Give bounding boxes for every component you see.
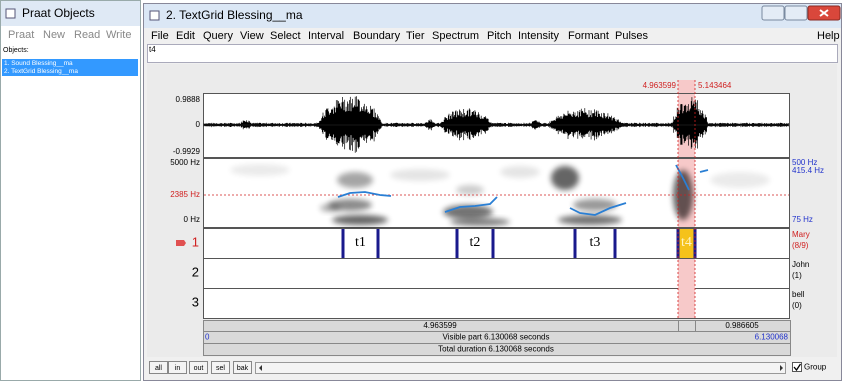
- window-icon: [6, 9, 15, 18]
- pitch-value: 415.4 Hz: [792, 166, 824, 175]
- tier-name: bell: [792, 290, 805, 299]
- time-bar[interactable]: [679, 321, 696, 332]
- tier-name: Mary: [792, 230, 810, 239]
- zoom-button-label[interactable]: out: [194, 365, 204, 372]
- tier-number: 3: [192, 294, 199, 309]
- menu-item[interactable]: Write: [106, 29, 131, 41]
- visible-end: 6.130068: [755, 333, 789, 342]
- menu-item[interactable]: New: [43, 29, 65, 41]
- spectrogram-energy: [500, 166, 540, 178]
- visible-label: Visible part 6.130068 seconds: [442, 333, 549, 342]
- spectrogram-energy: [320, 204, 340, 212]
- waveform-zero: 0: [196, 120, 201, 129]
- menu-item[interactable]: File: [151, 30, 169, 42]
- text-field[interactable]: [148, 45, 838, 63]
- tier-number: 2: [192, 264, 199, 279]
- visible-start: 0: [205, 333, 210, 342]
- page: Praat Objects Praat New Read Write Objects: 1.…: [0, 0, 842, 381]
- window-title: Praat Objects: [22, 6, 95, 20]
- selection-highlight: [678, 259, 695, 318]
- selection-end: 5.143464: [698, 81, 732, 90]
- interval-label[interactable]: t1: [355, 235, 366, 250]
- tier-count: (8/9): [792, 241, 809, 250]
- tier-name: John: [792, 260, 809, 269]
- tier[interactable]: [204, 259, 790, 289]
- interval-label[interactable]: t3: [590, 235, 601, 250]
- menu-item[interactable]: Formant: [568, 30, 609, 42]
- group-label[interactable]: Group: [804, 363, 827, 372]
- menu-item[interactable]: View: [240, 30, 264, 42]
- spectrogram-energy: [337, 172, 373, 188]
- menu-item[interactable]: Read: [74, 29, 100, 41]
- tier-pointer-icon: [176, 240, 186, 246]
- pitch-bottom: 75 Hz: [792, 215, 813, 224]
- object-item[interactable]: 1. Sound Blessing__ma: [4, 60, 73, 67]
- zoom-button-label[interactable]: bak: [237, 365, 249, 372]
- menu-item[interactable]: Boundary: [353, 30, 401, 42]
- spectrogram-energy: [558, 215, 622, 225]
- menu-item[interactable]: Pitch: [487, 30, 511, 42]
- spectrogram-energy: [230, 164, 290, 176]
- menu-item[interactable]: Tier: [406, 30, 425, 42]
- tier-number: 1: [192, 234, 199, 249]
- time-after: 0.986605: [725, 321, 759, 330]
- menu-item[interactable]: Edit: [176, 30, 195, 42]
- spectrogram-energy: [456, 185, 484, 195]
- window-title: 2. TextGrid Blessing__ma: [166, 8, 303, 22]
- spectrogram-energy: [450, 218, 510, 226]
- tier-count: (0): [792, 301, 802, 310]
- frequency-cursor: 2385 Hz: [170, 190, 200, 199]
- text-field-value: t4: [149, 45, 156, 54]
- spectrogram-panel: [204, 159, 790, 228]
- zoom-button-label[interactable]: in: [175, 365, 181, 372]
- tier[interactable]: [204, 229, 790, 259]
- menu-item[interactable]: Interval: [308, 30, 344, 42]
- waveform-min: -0.9929: [173, 147, 201, 156]
- spectrogram-energy: [551, 166, 579, 190]
- list-label: Objects:: [3, 47, 29, 54]
- interval-label[interactable]: t4: [681, 235, 692, 250]
- objects-window: [1, 1, 141, 381]
- waveform-max: 0.9888: [176, 95, 201, 104]
- menu-item[interactable]: Praat: [8, 29, 34, 41]
- menu-item[interactable]: Select: [270, 30, 301, 42]
- spectrogram-energy: [390, 169, 450, 181]
- spectrogram-energy: [710, 172, 770, 188]
- menu-item[interactable]: Query: [203, 30, 233, 42]
- time-before: 4.963599: [423, 321, 457, 330]
- menu-item[interactable]: Pulses: [615, 30, 649, 42]
- frequency-top: 5000 Hz: [170, 158, 200, 167]
- scrollbar[interactable]: [256, 363, 786, 374]
- spectrogram-energy: [573, 199, 617, 211]
- menu-item[interactable]: Help: [817, 30, 840, 42]
- menu-item[interactable]: Intensity: [518, 30, 559, 42]
- minimize-button[interactable]: [762, 6, 784, 20]
- window-icon: [150, 11, 159, 20]
- spectrogram-energy: [332, 215, 388, 225]
- zoom-button-label[interactable]: sel: [216, 365, 225, 372]
- maximize-button[interactable]: [785, 6, 807, 20]
- selection-start: 4.963599: [643, 81, 677, 90]
- tier-count: (1): [792, 271, 802, 280]
- interval-label[interactable]: t2: [470, 235, 481, 250]
- screen: Praat Objects Praat New Read Write Objects: 1.…: [0, 0, 842, 381]
- zoom-button-label[interactable]: all: [155, 365, 162, 372]
- total-duration: Total duration 6.130068 seconds: [438, 345, 554, 354]
- tier[interactable]: [204, 289, 790, 319]
- menu-item[interactable]: Spectrum: [432, 30, 479, 42]
- frequency-bottom: 0 Hz: [184, 215, 200, 224]
- object-item[interactable]: 2. TextGrid Blessing__ma: [4, 68, 78, 75]
